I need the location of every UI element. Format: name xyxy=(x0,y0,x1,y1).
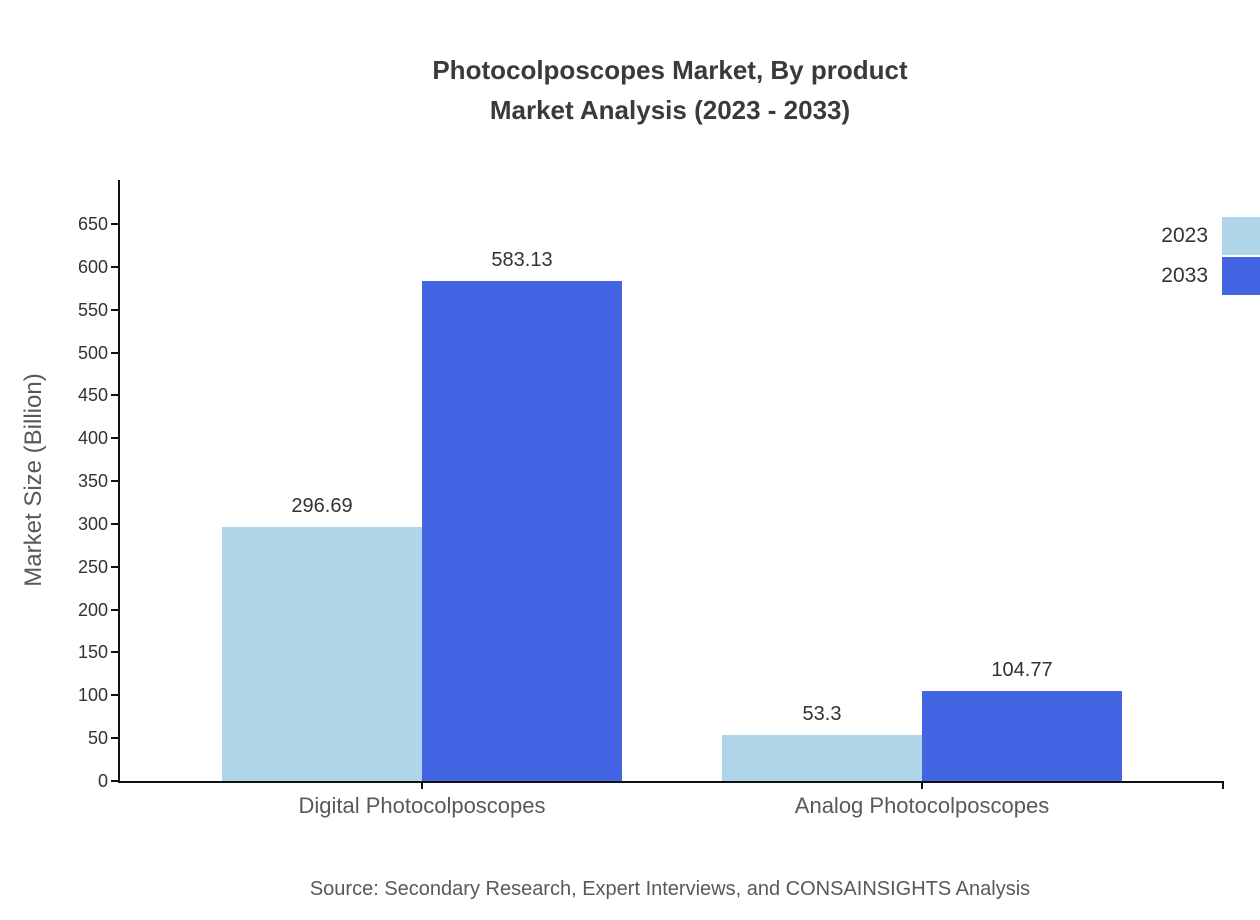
y-tick-label: 50 xyxy=(87,728,108,749)
legend-swatch xyxy=(1222,257,1260,295)
y-tick-mark xyxy=(111,737,120,740)
y-tick-label: 350 xyxy=(77,471,108,492)
bar-value-label: 53.3 xyxy=(802,703,842,726)
y-tick-mark xyxy=(111,308,120,311)
y-tick-label: 200 xyxy=(77,599,108,620)
bar-2033-analog-photocolposcopes xyxy=(922,691,1122,781)
legend-label: 2033 xyxy=(1161,264,1208,287)
bar-value-label: 583.13 xyxy=(491,249,553,272)
legend: 2023 2033 xyxy=(1161,216,1260,296)
y-tick-mark xyxy=(111,694,120,697)
y-tick-label: 550 xyxy=(77,299,108,320)
y-tick-mark xyxy=(111,608,120,611)
y-tick-label: 100 xyxy=(77,685,108,706)
legend-swatch xyxy=(1222,217,1260,255)
y-tick-mark xyxy=(111,480,120,483)
legend-label: 2023 xyxy=(1161,224,1208,247)
y-tick-mark xyxy=(111,223,120,225)
y-tick-label: 500 xyxy=(77,342,108,363)
y-tick-label: 400 xyxy=(77,428,108,449)
x-axis-end-tick xyxy=(1222,781,1224,789)
y-tick-mark xyxy=(111,351,120,354)
bar-value-label: 104.77 xyxy=(991,659,1053,682)
y-tick-label: 150 xyxy=(77,642,108,663)
source-note: Source: Secondary Research, Expert Inter… xyxy=(309,878,1031,900)
chart-title: Photocolposcopes Market, By product Mark… xyxy=(118,50,1222,130)
x-tick-mark xyxy=(921,781,923,789)
chart-title-line1: Photocolposcopes Market, By product xyxy=(432,55,908,85)
plot-area: 0 50 100 150 200 250 300 350 400 450 500 550 600 650 D… xyxy=(78,180,1224,818)
y-tick-label: 600 xyxy=(77,256,108,277)
chart-title-line2: Market Analysis (2023 - 2033) xyxy=(489,95,851,125)
bar-2033-digital-photocolposcopes xyxy=(422,281,622,781)
y-axis-title: Market Size (Billion) xyxy=(20,373,47,587)
y-tick-mark xyxy=(111,780,120,782)
y-tick-mark xyxy=(111,522,120,525)
x-category-label: Analog Photocolposcopes xyxy=(794,793,1050,818)
legend-item-2023: 2023 xyxy=(1161,216,1260,256)
y-tick-mark xyxy=(111,437,120,440)
x-category-label: Digital Photocolposcopes xyxy=(298,793,546,818)
y-tick-label: 250 xyxy=(77,556,108,577)
y-tick-label: 650 xyxy=(77,214,108,234)
y-tick-mark xyxy=(111,265,120,268)
bar-2023-digital-photocolposcopes xyxy=(222,526,422,781)
y-tick-label: 0 xyxy=(97,771,108,791)
legend-item-2033: 2033 xyxy=(1161,256,1260,296)
bar-value-label: 296.69 xyxy=(291,494,353,517)
y-tick-mark xyxy=(111,565,120,568)
x-tick-mark xyxy=(421,781,423,789)
bar-2023-analog-photocolposcopes xyxy=(722,735,922,781)
y-tick-label: 450 xyxy=(77,385,108,406)
y-tick-label: 300 xyxy=(77,513,108,534)
y-tick-mark xyxy=(111,651,120,654)
y-tick-mark xyxy=(111,394,120,397)
